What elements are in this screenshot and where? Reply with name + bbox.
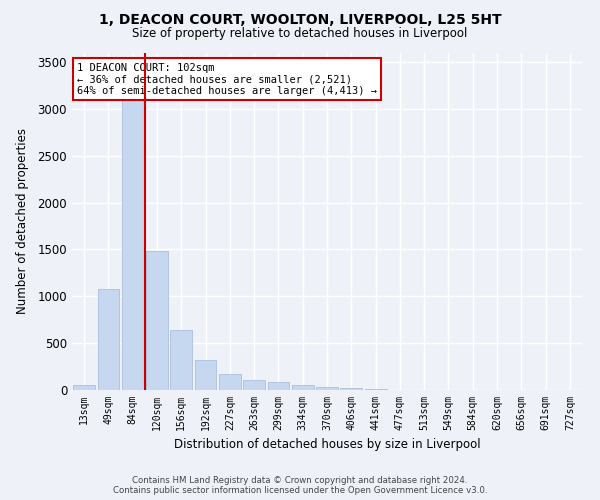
Text: Size of property relative to detached houses in Liverpool: Size of property relative to detached ho… [133, 28, 467, 40]
Bar [292, 386, 314, 390]
X-axis label: Distribution of detached houses by size in Liverpool: Distribution of detached houses by size … [173, 438, 481, 452]
Bar [365, 389, 386, 390]
Text: Contains HM Land Registry data © Crown copyright and database right 2024.
Contai: Contains HM Land Registry data © Crown c… [113, 476, 487, 495]
Text: 1 DEACON COURT: 102sqm
← 36% of detached houses are smaller (2,521)
64% of semi-: 1 DEACON COURT: 102sqm ← 36% of detached… [77, 62, 377, 96]
Bar [97, 289, 119, 390]
Bar [73, 385, 95, 390]
Bar [170, 330, 192, 390]
Bar [122, 80, 143, 390]
Y-axis label: Number of detached properties: Number of detached properties [16, 128, 29, 314]
Bar [243, 380, 265, 390]
Bar [340, 388, 362, 390]
Bar [316, 388, 338, 390]
Bar [219, 374, 241, 390]
Bar [194, 360, 217, 390]
Text: 1, DEACON COURT, WOOLTON, LIVERPOOL, L25 5HT: 1, DEACON COURT, WOOLTON, LIVERPOOL, L25… [98, 12, 502, 26]
Bar [146, 251, 168, 390]
Bar [268, 382, 289, 390]
